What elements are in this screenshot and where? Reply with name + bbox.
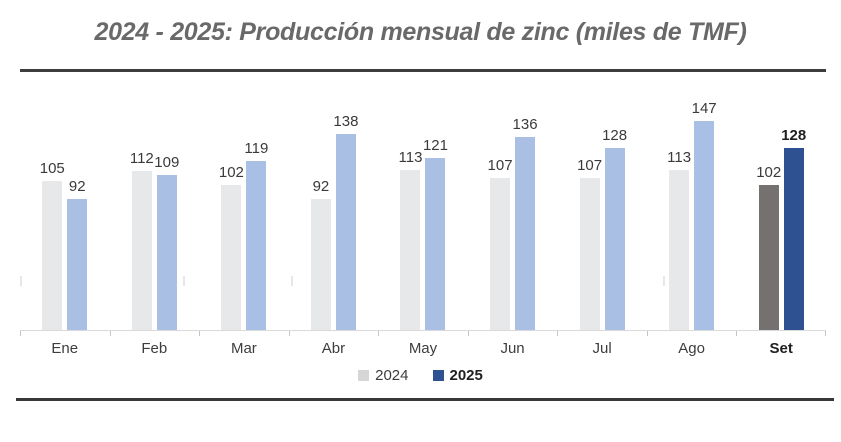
legend-label-2024: 2024	[375, 367, 409, 384]
bar-group-jun: 107 136	[468, 95, 558, 330]
axis-tick	[557, 331, 559, 336]
axis-tick	[378, 331, 380, 336]
bar-2025-jun	[515, 137, 536, 330]
bar-group-mar: 102 119	[199, 95, 289, 330]
axis-tick	[109, 331, 111, 336]
value-label-2025-ago: 147	[691, 100, 717, 117]
bar-2025-feb	[156, 175, 177, 330]
legend-item-2024: 2024	[358, 367, 409, 384]
bar-2024-set	[758, 185, 779, 330]
top-divider-line	[20, 69, 826, 72]
bar-2024-feb	[131, 171, 152, 330]
bar-2024-ene	[42, 181, 63, 330]
legend-item-2025: 2025	[432, 367, 483, 384]
value-label-2025-abr: 138	[333, 113, 359, 130]
bar-2025-mar	[246, 161, 267, 330]
axis-tick	[736, 331, 738, 336]
legend-swatch-2025	[432, 370, 444, 381]
category-label-mar: Mar	[230, 340, 257, 357]
axis-tick	[288, 331, 290, 336]
bar-group-ene: 105 92	[20, 95, 110, 330]
chart-title: 2024 - 2025: Producción mensual de zinc …	[94, 18, 747, 46]
value-label-2024-set: 102	[756, 164, 782, 181]
category-label-feb: Feb	[141, 340, 168, 357]
value-label-2024-mar: 102	[218, 164, 244, 181]
category-label-jun: Jun	[500, 340, 525, 357]
bar-group-set: 102 128	[736, 95, 826, 330]
category-label-abr: Abr	[321, 340, 346, 357]
bar-2024-ago	[669, 170, 690, 330]
axis-tick	[20, 331, 21, 336]
bar-2024-jun	[490, 178, 511, 330]
value-label-2024-jun: 107	[487, 157, 513, 174]
ghost-tick-artifact	[20, 276, 22, 286]
bar-2024-mar	[221, 185, 242, 330]
ghost-tick-artifact	[183, 276, 185, 286]
bar-group-may: 113 121	[378, 95, 468, 330]
category-label-may: May	[408, 340, 438, 357]
bar-2025-ago	[694, 121, 715, 330]
value-label-2024-feb: 112	[129, 150, 154, 167]
bar-2025-set	[783, 148, 804, 330]
plot-area: 105 92 112 109 102 119 92 138 113 121 107 136 107 128…	[20, 95, 826, 330]
ghost-tick-artifact	[663, 276, 665, 286]
value-label-2024-may: 113	[398, 149, 423, 166]
value-label-2025-jul: 128	[602, 127, 628, 144]
bar-2024-jul	[579, 178, 600, 330]
bar-2025-ene	[67, 199, 88, 330]
axis-tick	[467, 331, 469, 336]
axis-tick	[646, 331, 648, 336]
category-label-ago: Ago	[678, 340, 705, 357]
category-label-set: Set	[769, 340, 793, 357]
x-axis	[20, 330, 826, 336]
bar-group-feb: 112 109	[110, 95, 200, 330]
bar-2024-may	[400, 170, 421, 330]
ghost-tick-artifact	[291, 276, 293, 286]
category-label-ene: Ene	[51, 340, 79, 357]
axis-tick	[825, 331, 826, 336]
bottom-divider-line	[16, 398, 834, 401]
legend-swatch-2024	[358, 370, 370, 381]
legend-label-2025: 2025	[449, 367, 483, 384]
value-label-2025-mar: 119	[244, 140, 269, 157]
value-label-2025-may: 121	[422, 137, 448, 154]
bar-2024-abr	[310, 199, 331, 330]
bar-2025-abr	[335, 134, 356, 330]
value-label-2024-jul: 107	[577, 157, 603, 174]
bar-group-jul: 107 128	[557, 95, 647, 330]
value-label-2024-abr: 92	[312, 178, 330, 195]
bar-2025-may	[425, 158, 446, 330]
value-label-2025-jun: 136	[512, 116, 538, 133]
value-label-2024-ago: 113	[667, 149, 692, 166]
legend: 2024 2025	[0, 367, 841, 384]
axis-tick	[199, 331, 201, 336]
bar-2025-jul	[604, 148, 625, 330]
value-label-2024-ene: 105	[39, 160, 65, 177]
value-label-2025-feb: 109	[154, 154, 180, 171]
value-label-2025-set: 128	[781, 127, 807, 144]
category-axis-labels: Ene Feb Mar Abr May Jun Jul Ago Set	[20, 340, 826, 358]
bar-group-abr: 92 138	[289, 95, 379, 330]
category-label-jul: Jul	[592, 340, 612, 357]
bar-group-ago: 113 147	[647, 95, 737, 330]
value-label-2025-ene: 92	[68, 178, 86, 195]
